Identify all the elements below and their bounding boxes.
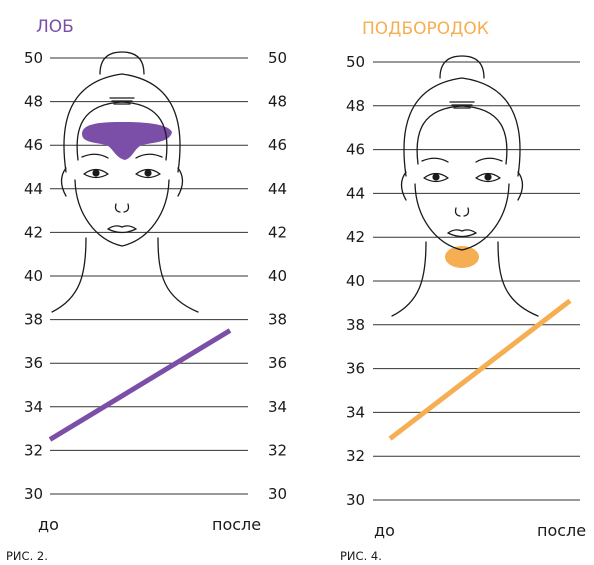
y-tick-label-right: 48 bbox=[268, 93, 287, 111]
y-tick-label-right: 46 bbox=[268, 136, 287, 154]
series-line bbox=[48, 328, 232, 442]
chart-title: ПОДБОРОДОК bbox=[362, 19, 489, 39]
forehead-highlight bbox=[82, 122, 172, 160]
face-line-art bbox=[391, 55, 539, 317]
chart-title: ЛОБ bbox=[36, 17, 74, 37]
face-line-art bbox=[51, 51, 199, 313]
x-label-before: до bbox=[374, 521, 395, 540]
chin-highlight bbox=[445, 246, 479, 268]
y-tick-label-left: 40 bbox=[346, 272, 365, 290]
face-illustration bbox=[51, 51, 199, 313]
y-tick-label-right: 34 bbox=[268, 398, 287, 416]
y-tick-label-left: 50 bbox=[346, 53, 365, 71]
y-tick-label-left: 48 bbox=[346, 97, 365, 115]
y-tick-label-left: 36 bbox=[24, 354, 43, 372]
y-tick-label-left: 42 bbox=[346, 228, 365, 246]
y-tick-label-left: 50 bbox=[24, 49, 43, 67]
chart-panel-1: 30 30 32 32 34 34 36 36 38 38 40 40 42 42 44 44 46 46 48 48… bbox=[6, 17, 287, 563]
y-tick-label-left: 30 bbox=[346, 491, 365, 509]
figure-caption: РИС. 4. bbox=[340, 549, 382, 563]
y-tick-label-right: 42 bbox=[268, 223, 287, 241]
y-tick-label-left: 34 bbox=[24, 398, 43, 416]
x-label-after: после bbox=[537, 521, 586, 540]
y-tick-label-left: 36 bbox=[346, 360, 365, 378]
y-tick-label-right: 44 bbox=[268, 180, 287, 198]
y-tick-label-left: 46 bbox=[346, 141, 365, 159]
y-tick-label-left: 40 bbox=[24, 267, 43, 285]
y-tick-label-left: 38 bbox=[346, 316, 365, 334]
y-tick-label-right: 32 bbox=[268, 441, 287, 459]
y-tick-label-left: 32 bbox=[346, 447, 365, 465]
y-tick-label-left: 44 bbox=[24, 180, 43, 198]
y-tick-label-left: 46 bbox=[24, 136, 43, 154]
y-tick-label-left: 38 bbox=[24, 311, 43, 329]
face-illustration bbox=[391, 55, 539, 317]
y-tick-label-right: 36 bbox=[268, 354, 287, 372]
y-tick-label-right: 30 bbox=[268, 485, 287, 503]
chart-panel-2: 3030323234343636383840404242444446464848… bbox=[340, 19, 586, 563]
y-tick-label-right: 50 bbox=[268, 49, 287, 67]
series-line bbox=[388, 298, 572, 441]
y-tick-label-left: 48 bbox=[24, 93, 43, 111]
y-tick-label-left: 34 bbox=[346, 403, 365, 421]
figure-caption: РИС. 2. bbox=[6, 549, 48, 563]
y-tick-label-right: 38 bbox=[268, 311, 287, 329]
y-tick-label-right: 40 bbox=[268, 267, 287, 285]
x-label-after: после bbox=[212, 515, 261, 534]
y-tick-label-left: 30 bbox=[24, 485, 43, 503]
y-tick-label-left: 42 bbox=[24, 223, 43, 241]
x-label-before: до bbox=[38, 515, 59, 534]
y-tick-label-left: 44 bbox=[346, 184, 365, 202]
y-tick-label-left: 32 bbox=[24, 441, 43, 459]
